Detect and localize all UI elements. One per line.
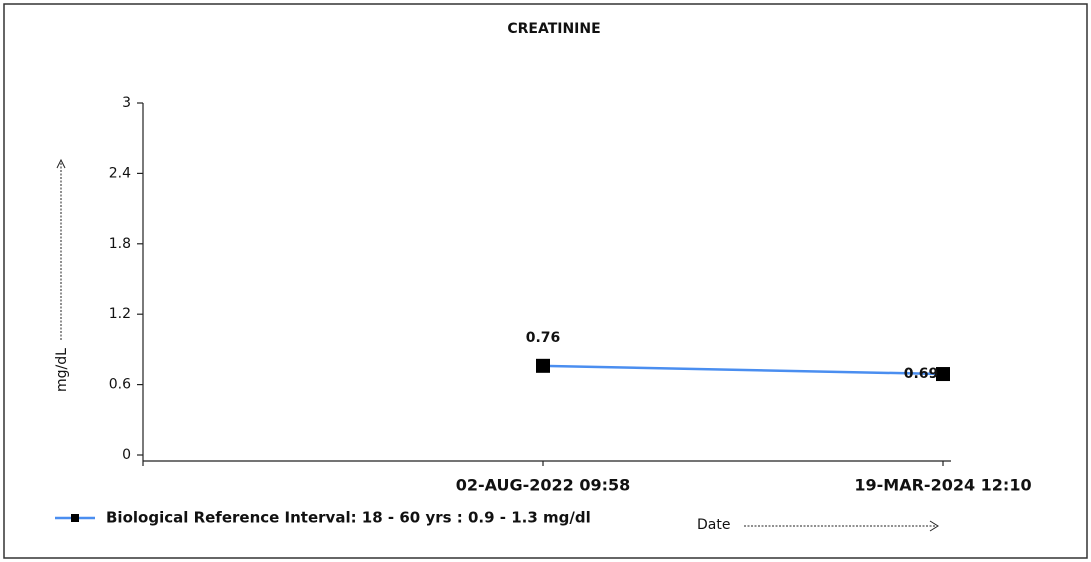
data-label: 0.69 [904, 366, 939, 382]
y-tick-label: 0 [122, 447, 131, 463]
legend-label: Biological Reference Interval: 18 - 60 y… [106, 509, 591, 527]
data-point [936, 367, 950, 382]
x-tick-label: 02-AUG-2022 09:58 [456, 476, 631, 495]
y-tick-label: 0.6 [109, 377, 131, 393]
y-tick-label: 3 [122, 95, 131, 111]
data-label: 0.76 [526, 330, 561, 346]
y-label-arrowhead [56, 158, 66, 169]
x-axis-label: Date [697, 517, 730, 533]
data-point [536, 358, 550, 373]
legend-marker [71, 514, 79, 522]
frame [3, 3, 1088, 559]
y-tick-label: 1.2 [109, 306, 131, 322]
x-label-arrowhead [929, 520, 939, 532]
data-line [542, 364, 944, 376]
y-axis-label: mg/dL [54, 348, 70, 392]
x-tick-label: 19-MAR-2024 12:10 [854, 476, 1031, 495]
y-tick-label: 1.8 [109, 236, 131, 252]
chart-title: CREATININE [507, 21, 600, 37]
y-tick-label: 2.4 [109, 165, 131, 181]
